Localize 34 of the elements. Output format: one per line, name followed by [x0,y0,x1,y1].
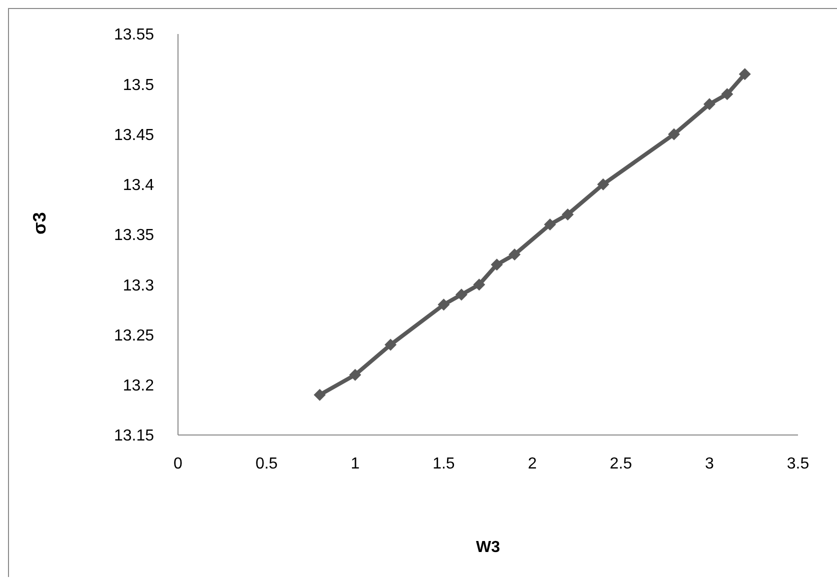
y-tick-label: 13.5 [122,76,154,94]
point [384,338,397,351]
point [508,248,521,261]
y-tick-label: 13.4 [122,177,154,194]
y-tick-label: 13.55 [114,26,154,44]
x-tick-label: 1.5 [432,455,455,472]
x-tick-label: 2.5 [610,455,632,472]
x-tick-label: 3 [704,455,714,472]
point [703,98,716,110]
y-tick-label: 13.3 [122,277,154,294]
point [455,288,468,301]
point [349,368,362,381]
point [721,88,734,100]
x-tick-label: 0.5 [255,455,278,472]
point [738,68,751,80]
point [562,208,574,220]
point [438,298,450,311]
y-tick-label: 13.35 [114,227,154,244]
y-tick-label: 13.45 [114,126,154,144]
point [473,278,486,291]
point [314,388,326,401]
y-tick-label: 13.2 [122,378,154,395]
x-tick-label: 0 [174,455,183,472]
point [544,218,556,230]
y-tick-label: 13.15 [114,428,154,445]
x-axis-title: W3 [476,539,500,556]
point [668,128,680,140]
point [597,178,610,190]
x-tick-label: 2 [528,455,537,472]
y-tick-label: 13.25 [114,327,154,344]
x-tick-label: 3.5 [786,455,810,472]
x-tick-label: 1 [350,455,360,472]
y-axis-title: σ3 [29,212,50,234]
point [490,258,503,271]
